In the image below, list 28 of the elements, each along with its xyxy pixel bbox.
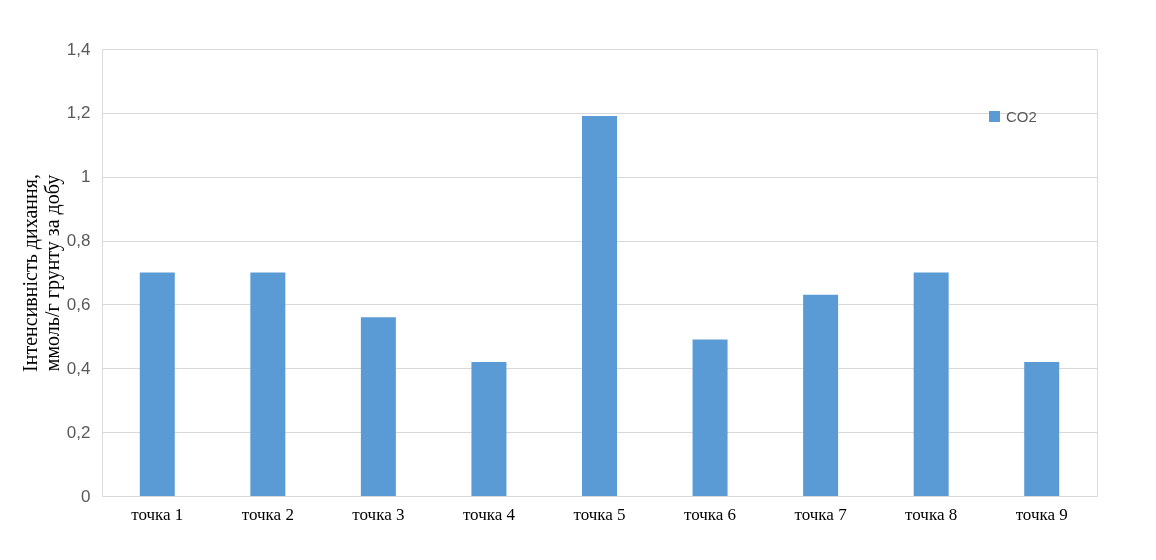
bar xyxy=(692,339,728,496)
y-tick-label: 0,8 xyxy=(66,231,91,251)
bar xyxy=(582,116,617,496)
y-tick-label: 1,4 xyxy=(66,39,91,59)
x-tick-label: точка 2 xyxy=(241,504,294,524)
bar xyxy=(250,272,286,496)
x-tick-label: точка 5 xyxy=(573,504,626,524)
y-tick-label: 0,4 xyxy=(66,358,91,378)
x-tick-label: точка 4 xyxy=(462,504,516,524)
y-tick-label: 0 xyxy=(81,486,91,506)
bar xyxy=(139,272,175,496)
legend-label: CO2 xyxy=(1006,107,1037,125)
y-tick-label: 0,2 xyxy=(66,422,91,442)
x-tick-label: точка 8 xyxy=(905,504,958,524)
x-tick-label: точка 3 xyxy=(352,504,405,524)
y-axis-title: Інтенсивність дихання, ммоль/г грунту за добу xyxy=(18,174,64,372)
x-tick-label: точка 9 xyxy=(1015,504,1068,524)
bar xyxy=(913,272,949,496)
x-tick-label: точка 7 xyxy=(794,504,848,524)
y-tick-label: 1 xyxy=(81,167,91,187)
x-tick-label: точка 6 xyxy=(683,504,737,524)
bar xyxy=(471,361,507,496)
bar xyxy=(1024,361,1060,496)
y-tick-label: 1,2 xyxy=(66,103,91,123)
bar xyxy=(803,294,839,496)
bar xyxy=(360,317,396,496)
y-tick-label: 0,6 xyxy=(66,294,91,314)
x-tick-label: точка 1 xyxy=(131,504,184,524)
